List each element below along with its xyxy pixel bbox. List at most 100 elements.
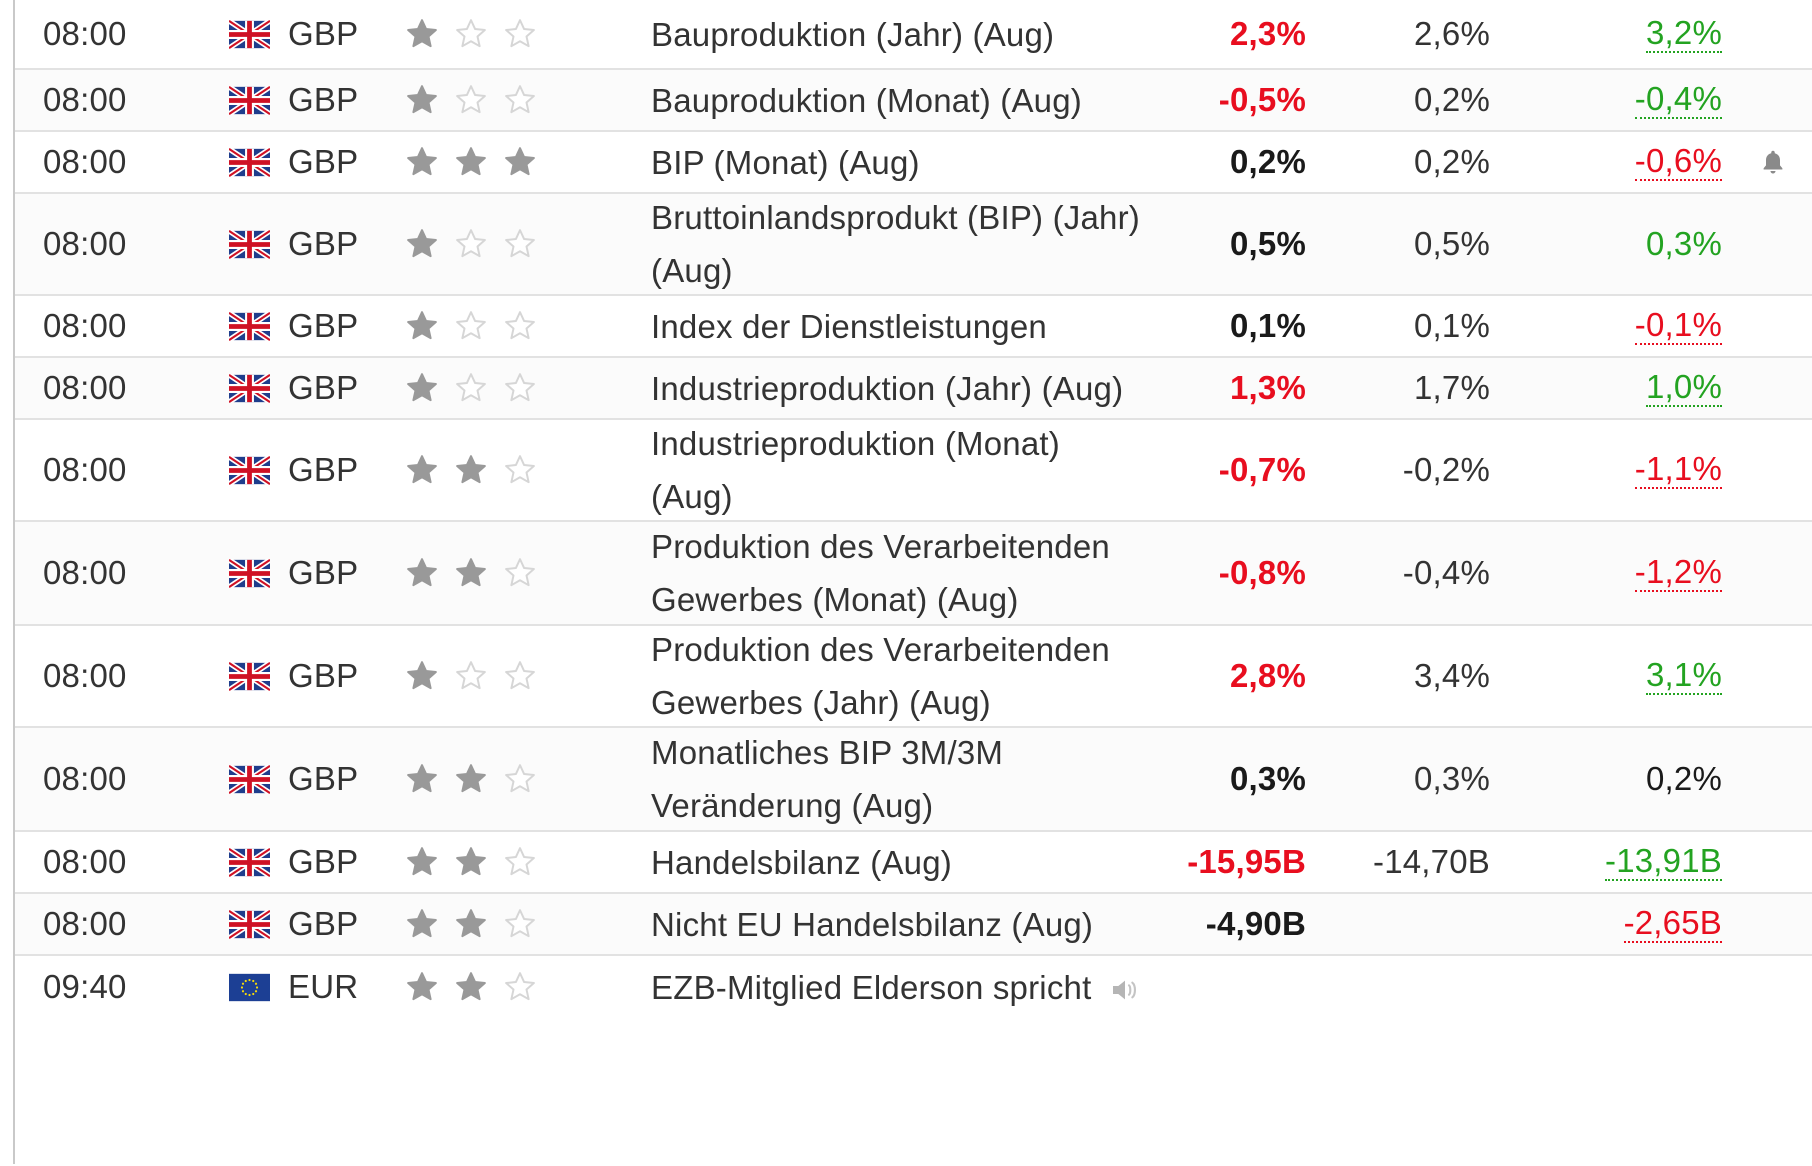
star-empty-icon: [503, 17, 537, 51]
table-row[interactable]: 08:00 GBP Produktion des Verarbeitenden Gew…: [15, 626, 1812, 728]
star-filled-icon: [503, 145, 537, 179]
previous-value: 0,3%: [1645, 224, 1722, 262]
event-name-link[interactable]: Produktion des Verarbeitenden Gewerbes (M…: [651, 522, 1171, 624]
previous-value: 0,2%: [1645, 759, 1722, 797]
currency-code: EUR: [288, 968, 359, 1005]
currency-code: GBP: [288, 143, 359, 180]
uk-flag-icon: [229, 894, 279, 954]
uk-flag-icon: [229, 296, 279, 356]
importance-stars: [405, 420, 565, 520]
event-name-link[interactable]: Industrieproduktion (Monat) (Aug): [651, 420, 1171, 520]
actual-value: -0,7%: [1218, 451, 1306, 488]
event-name: Industrieproduktion (Jahr) (Aug): [651, 369, 1124, 407]
currency-code: GBP: [288, 905, 359, 942]
event-name: Nicht EU Handelsbilanz (Aug): [651, 905, 1094, 943]
uk-flag-icon: [229, 832, 279, 892]
currency-code: GBP: [288, 554, 359, 591]
previous-value[interactable]: -1,2%: [1634, 552, 1722, 592]
table-row[interactable]: 08:00 GBP Produktion des Verarbeitenden Gew…: [15, 522, 1812, 626]
event-name-link[interactable]: Industrieproduktion (Jahr) (Aug): [651, 358, 1171, 418]
actual-value: -4,90B: [1205, 905, 1306, 942]
event-name-line: Industrieproduktion (Monat): [651, 425, 1060, 462]
table-row[interactable]: 08:00 GBP Handelsbilanz (Aug) -15,95B -14,70…: [15, 832, 1812, 894]
event-name-link[interactable]: BIP (Monat) (Aug): [651, 132, 1171, 192]
star-empty-icon: [454, 659, 488, 693]
currency-code: GBP: [288, 15, 359, 52]
event-name: Bauproduktion (Jahr) (Aug): [651, 15, 1055, 53]
uk-flag-icon: [229, 728, 279, 830]
previous-value[interactable]: 3,1%: [1645, 655, 1722, 695]
previous-value[interactable]: -0,1%: [1634, 305, 1722, 345]
star-empty-icon: [503, 556, 537, 590]
previous-value-cell: 3,1%: [1535, 626, 1722, 726]
table-row[interactable]: 08:00 GBP Bauproduktion (Monat) (Aug) -0,5%…: [15, 70, 1812, 132]
previous-value[interactable]: 3,2%: [1645, 13, 1722, 53]
star-empty-icon: [454, 17, 488, 51]
previous-value[interactable]: -13,91B: [1605, 841, 1722, 881]
previous-value[interactable]: -2,65B: [1623, 903, 1722, 943]
event-name-link[interactable]: Index der Dienstleistungen: [651, 296, 1171, 356]
star-filled-icon: [454, 762, 488, 796]
forecast-value: -0,2%: [1402, 451, 1490, 488]
star-filled-icon: [454, 907, 488, 941]
star-filled-icon: [405, 17, 439, 51]
uk-flag-icon: [229, 626, 279, 726]
actual-value: -0,8%: [1218, 554, 1306, 591]
event-name-link[interactable]: Nicht EU Handelsbilanz (Aug): [651, 894, 1171, 954]
star-filled-icon: [405, 845, 439, 879]
speaker-icon: [1091, 961, 1143, 1014]
currency-code: GBP: [288, 225, 359, 262]
table-row[interactable]: 09:40 EUR EZB-Mitglied Elderson spricht: [15, 956, 1812, 1166]
table-row[interactable]: 08:00 GBP BIP (Monat) (Aug) 0,2% 0,2% -0,6%: [15, 132, 1812, 194]
star-empty-icon: [503, 371, 537, 405]
event-name-line: Produktion des Verarbeitenden: [651, 528, 1110, 565]
event-name-line: (Aug): [651, 252, 733, 289]
importance-stars: [405, 70, 565, 130]
alert-bell-icon[interactable]: [1750, 132, 1795, 192]
table-row[interactable]: 08:00 GBP Bruttoinlandsprodukt (BIP) (Jahr…: [15, 194, 1812, 296]
previous-value[interactable]: -0,6%: [1634, 141, 1722, 181]
star-empty-icon: [503, 227, 537, 261]
event-name-link[interactable]: Bauproduktion (Jahr) (Aug): [651, 0, 1171, 68]
forecast-value: 0,2%: [1413, 143, 1490, 180]
star-filled-icon: [405, 659, 439, 693]
previous-value-cell: -1,1%: [1535, 420, 1722, 520]
previous-value[interactable]: -1,1%: [1634, 449, 1722, 489]
star-empty-icon: [454, 309, 488, 343]
event-name: BIP (Monat) (Aug): [651, 143, 920, 181]
event-name-link[interactable]: Produktion des Verarbeitenden Gewerbes (J…: [651, 626, 1171, 726]
forecast-value: 0,2%: [1413, 81, 1490, 118]
forecast-value: [1315, 894, 1490, 954]
event-name-line: Gewerbes (Jahr) (Aug): [651, 684, 991, 721]
table-row[interactable]: 08:00 GBP Nicht EU Handelsbilanz (Aug) -4,9…: [15, 894, 1812, 956]
previous-value-cell: -13,91B: [1535, 832, 1722, 892]
event-name-link[interactable]: Monatliches BIP 3M/3M Veränderung (Aug): [651, 728, 1171, 830]
event-name-link[interactable]: EZB-Mitglied Elderson spricht: [651, 956, 1171, 1018]
table-row[interactable]: 08:00 GBP Industrieproduktion (Jahr) (Aug)…: [15, 358, 1812, 420]
star-empty-icon: [503, 309, 537, 343]
forecast-value: 0,3%: [1413, 760, 1490, 797]
star-empty-icon: [503, 845, 537, 879]
star-empty-icon: [503, 83, 537, 117]
event-time: 09:40: [43, 968, 127, 1005]
table-row[interactable]: 08:00 GBP Monatliches BIP 3M/3M Veränderung…: [15, 728, 1812, 832]
importance-stars: [405, 296, 565, 356]
uk-flag-icon: [229, 420, 279, 520]
star-filled-icon: [405, 970, 439, 1004]
previous-value-cell: -1,2%: [1535, 522, 1722, 624]
previous-value[interactable]: -0,4%: [1634, 79, 1722, 119]
table-row[interactable]: 08:00 GBP Index der Dienstleistungen 0,1% 0,…: [15, 296, 1812, 358]
previous-value[interactable]: 1,0%: [1645, 367, 1722, 407]
event-name-link[interactable]: Bruttoinlandsprodukt (BIP) (Jahr) (Aug): [651, 194, 1171, 294]
event-name-link[interactable]: Bauproduktion (Monat) (Aug): [651, 70, 1171, 130]
star-filled-icon: [405, 227, 439, 261]
table-row[interactable]: 08:00 GBP Industrieproduktion (Monat) (Aug)…: [15, 420, 1812, 522]
uk-flag-icon: [229, 522, 279, 624]
star-filled-icon: [454, 145, 488, 179]
event-name-link[interactable]: Handelsbilanz (Aug): [651, 832, 1171, 892]
event-time: 08:00: [43, 15, 127, 52]
table-left-border: [13, 0, 15, 1164]
star-filled-icon: [405, 145, 439, 179]
table-row[interactable]: 08:00 GBP Bauproduktion (Jahr) (Aug) 2,3% 2,…: [15, 0, 1812, 70]
actual-value: 2,8%: [1229, 657, 1306, 694]
